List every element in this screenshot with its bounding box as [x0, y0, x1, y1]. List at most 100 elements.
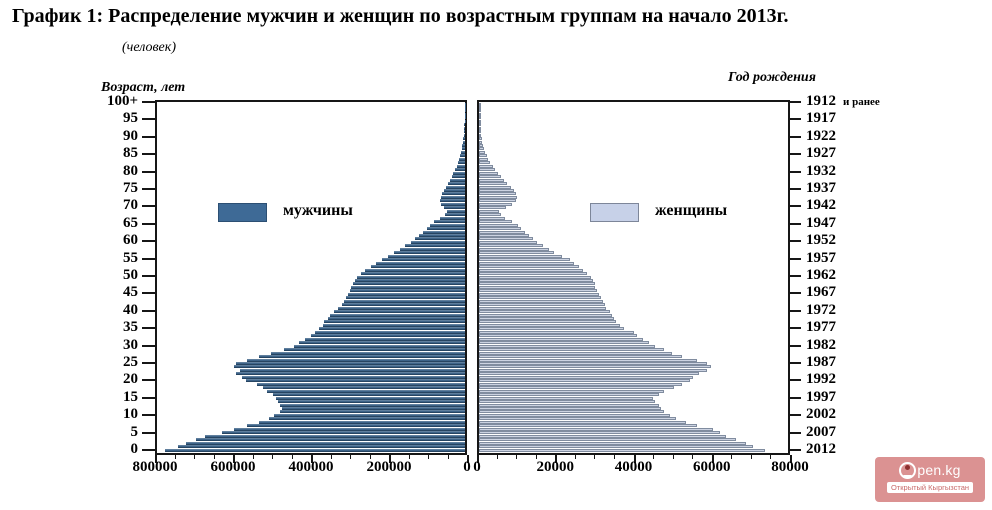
female-bar — [479, 126, 481, 130]
age-tick — [142, 170, 155, 173]
age-tick — [142, 344, 155, 347]
male-bar — [235, 372, 465, 376]
age-tick — [142, 292, 155, 295]
year-tick — [788, 431, 801, 434]
year-tick-label: 1932 — [806, 162, 836, 179]
female-bar — [479, 296, 601, 300]
openkg-logo-text: pen.kg — [917, 462, 961, 478]
year-tick — [788, 344, 801, 347]
age-tick — [142, 362, 155, 364]
female-bar — [479, 261, 574, 265]
female-bar — [479, 189, 514, 192]
female-x-tick — [672, 455, 674, 459]
female-bar — [479, 109, 481, 113]
male-bar — [439, 216, 465, 220]
age-tick-label: 95 — [123, 110, 138, 127]
openkg-watermark: pen.kg Открытый Кыргызстан — [875, 457, 985, 502]
male-bar — [382, 258, 465, 262]
female-bar — [479, 306, 607, 310]
female-bar — [479, 330, 634, 334]
female-bar — [479, 403, 659, 407]
age-tick-label: 85 — [123, 145, 138, 162]
female-bar — [479, 413, 671, 417]
male-bar — [259, 355, 465, 359]
male-bar — [241, 375, 465, 379]
male-x-tick-label: 400000 — [288, 459, 334, 475]
female-bar — [479, 389, 665, 393]
female-bar — [479, 379, 690, 383]
male-x-tick — [408, 455, 410, 459]
male-bar — [441, 202, 465, 206]
year-tick-label: 1972 — [806, 301, 836, 318]
age-tick-label: 100+ — [106, 93, 138, 109]
female-bar — [479, 192, 516, 196]
male-bar — [311, 334, 465, 338]
female-bar — [479, 144, 484, 148]
male-bar — [282, 406, 465, 410]
male-bar — [455, 168, 465, 172]
female-bar — [479, 358, 698, 362]
age-tick-label: 5 — [130, 423, 139, 440]
male-bar — [324, 320, 465, 324]
year-tick-label: 2012 — [806, 441, 836, 457]
female-bar — [479, 278, 593, 282]
male-bar — [441, 192, 465, 196]
male-bar — [178, 445, 465, 449]
male-bar — [393, 251, 465, 255]
year-tick-label: 1937 — [806, 180, 836, 196]
female-bar — [479, 393, 659, 397]
male-x-tick — [291, 455, 293, 459]
male-x-tick — [155, 455, 157, 463]
male-bar — [460, 150, 465, 154]
male-x-tick — [174, 455, 176, 459]
age-tick — [142, 118, 155, 121]
female-x-tick-label: 40000 — [614, 459, 653, 475]
male-bar — [405, 244, 465, 248]
year-tick-label: 1992 — [806, 371, 836, 388]
female-bar — [479, 258, 570, 262]
female-bar — [479, 310, 611, 314]
male-bar — [462, 144, 465, 148]
year-tick — [788, 449, 801, 451]
female-x-tick — [516, 455, 518, 459]
male-x-tick-label: 0 — [463, 459, 471, 475]
male-bar — [343, 299, 465, 303]
year-tick — [788, 118, 801, 121]
male-bar — [268, 417, 465, 421]
female-bar — [479, 334, 638, 338]
male-bar — [239, 368, 465, 372]
female-bar — [479, 441, 746, 445]
male-bar — [461, 147, 465, 151]
female-bar — [479, 233, 530, 237]
female-bar — [479, 292, 599, 296]
female-bar — [479, 168, 495, 172]
female-bar — [479, 299, 603, 303]
male-bar — [457, 161, 465, 165]
age-tick-label: 75 — [123, 180, 138, 196]
female-x-tick — [731, 455, 733, 459]
year-tick-label: 1977 — [806, 319, 836, 336]
female-bar — [479, 285, 595, 289]
age-tick-label: 70 — [123, 197, 138, 214]
male-bar — [247, 424, 465, 428]
female-bar — [479, 417, 676, 421]
age-tick-label: 15 — [123, 388, 138, 405]
female-bar — [479, 182, 508, 186]
female-x-tick — [613, 455, 615, 459]
female-bar — [479, 154, 487, 158]
male-bar — [439, 199, 465, 203]
female-bar — [479, 434, 727, 438]
male-bar — [411, 240, 465, 244]
female-bar — [479, 265, 580, 269]
female-bar — [479, 137, 482, 141]
year-tick — [788, 188, 801, 190]
age-tick — [142, 414, 155, 417]
chart-title: График 1: Распределение мужчин и женщин … — [12, 5, 789, 27]
year-tick — [788, 222, 801, 225]
female-bar — [479, 240, 537, 244]
male-bars-panel — [155, 100, 467, 455]
female-bar — [479, 268, 584, 272]
female-x-tick — [790, 455, 792, 463]
year-tick-label: 1927 — [806, 145, 836, 162]
year-tick-label: 1917 — [806, 110, 836, 127]
